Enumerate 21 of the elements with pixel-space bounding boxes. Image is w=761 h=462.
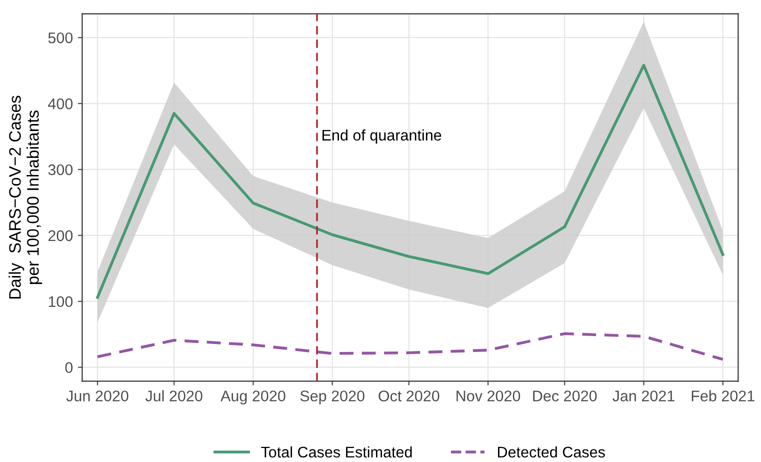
y-axis-title: Daily SARS−CoV−2 Cases per 100,000 Inhabitants [8,96,42,298]
y-tick-label: 200 [48,230,73,242]
legend-label: Total Cases Estimated [261,446,412,458]
x-tick-label: Feb 2021 [692,390,754,402]
x-tick-label: Jan 2021 [612,390,674,402]
x-tick-label: Sep 2020 [300,390,364,404]
x-tick-label: Jun 2020 [66,390,128,402]
x-tick-label: Nov 2020 [456,390,520,402]
x-tick-label: Oct 2020 [378,390,440,402]
ref-line-label: End of quarantine [322,129,442,144]
x-tick-label: Jul 2020 [145,390,202,402]
line-series [96,332,724,361]
y-tick-label: 0 [65,362,73,373]
y-tick-label: 400 [48,98,73,110]
x-tick-label: Dec 2020 [533,390,597,402]
x-tick-label: Aug 2020 [220,390,286,404]
y-tick-label: 500 [48,32,73,44]
line-series [96,64,724,299]
y-tick-label: 100 [48,296,73,308]
y-tick-label: 300 [48,164,73,176]
legend-label: Detected Cases [498,446,605,458]
